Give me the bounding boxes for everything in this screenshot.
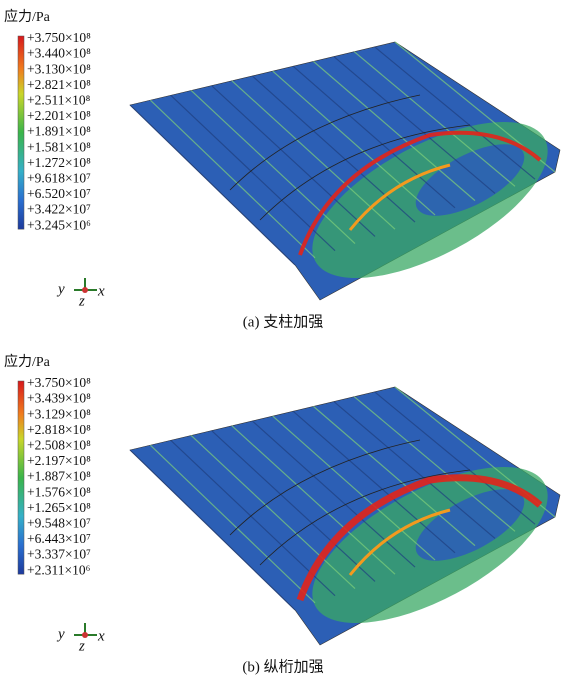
legend-title: 应力/Pa	[4, 8, 51, 25]
legend-label: +2.821×10⁸	[27, 77, 91, 92]
legend-label: +9.618×10⁷	[27, 170, 91, 185]
stringer	[231, 425, 396, 575]
legend-label: +1.576×10⁸	[27, 484, 91, 499]
legend-label: +2.818×10⁸	[27, 422, 91, 437]
axis-x: x	[97, 628, 105, 644]
hot-arc	[296, 474, 543, 602]
stringer	[149, 99, 316, 259]
stringer	[333, 56, 496, 194]
triad-origin	[82, 287, 88, 293]
triad-origin	[82, 632, 88, 638]
legend-label: +3.439×10⁸	[27, 391, 91, 406]
stringer	[170, 94, 336, 252]
legend-label: +2.197×10⁸	[27, 453, 91, 468]
stringer	[170, 439, 336, 597]
frame	[229, 94, 421, 191]
stringer	[272, 70, 436, 216]
stringer	[333, 401, 496, 539]
stringer	[353, 51, 516, 187]
stringer	[129, 449, 296, 611]
axis-y: y	[56, 626, 65, 642]
caption: (b) 纵桁加强	[242, 658, 323, 675]
stringer	[149, 444, 316, 604]
frame	[259, 124, 471, 221]
legend-label: +3.245×10⁶	[27, 217, 91, 232]
stringer	[353, 396, 516, 532]
legend-label: +3.130×10⁸	[27, 61, 91, 76]
legend-label: +1.887×10⁸	[27, 469, 91, 484]
legend-label: +9.548×10⁷	[27, 515, 91, 530]
stringer	[190, 90, 356, 244]
stringer	[211, 85, 376, 237]
legend-label: +3.337×10⁷	[27, 547, 91, 562]
axis-z: z	[78, 638, 85, 654]
stringer	[374, 391, 536, 525]
legend-label: +2.201×10⁸	[27, 108, 91, 123]
hot-arc	[298, 130, 542, 256]
stringer	[292, 65, 456, 209]
axis-y: y	[56, 281, 65, 297]
stringer	[190, 435, 356, 589]
legend-label: +1.272×10⁸	[27, 155, 91, 170]
stringer	[251, 75, 416, 223]
stringer	[231, 80, 396, 230]
stringer	[313, 405, 476, 547]
color-scale	[17, 35, 25, 230]
legend-label: +6.520×10⁷	[27, 186, 91, 201]
legend-label: +3.750×10⁸	[27, 30, 91, 45]
legend-label: +3.129×10⁸	[27, 406, 91, 421]
axis-z: z	[78, 293, 85, 309]
legend-label: +3.422×10⁷	[27, 202, 91, 217]
color-scale	[17, 380, 25, 575]
axis-x: x	[97, 283, 105, 299]
legend-label: +3.440×10⁸	[27, 46, 91, 61]
frame	[259, 469, 471, 566]
legend-label: +2.508×10⁸	[27, 437, 91, 452]
stringer	[272, 415, 436, 561]
legend-label: +1.891×10⁸	[27, 124, 91, 139]
legend-label: +1.265×10⁸	[27, 500, 91, 515]
legend-label: +6.443×10⁷	[27, 531, 91, 546]
contour-plot	[129, 386, 561, 646]
stringer	[251, 420, 416, 568]
stringer	[292, 410, 456, 554]
legend-label: +2.511×10⁸	[27, 92, 91, 107]
contour-plot	[129, 41, 561, 301]
stringer	[211, 430, 376, 582]
legend-label: +2.311×10⁶	[27, 562, 91, 577]
stringer	[374, 46, 536, 180]
hot-arc	[348, 508, 451, 576]
hot-arc	[348, 163, 451, 231]
caption: (a) 支柱加强	[243, 313, 323, 330]
stringer	[313, 60, 476, 202]
legend-label: +1.581×10⁸	[27, 139, 91, 154]
legend-title: 应力/Pa	[4, 353, 51, 370]
frame	[229, 439, 421, 536]
panel: 应力/Pa +3.750×10⁸+3.439×10⁸+3.129×10⁸+2.81…	[4, 353, 561, 675]
stringer	[129, 104, 296, 266]
panel: 应力/Pa +3.750×10⁸+3.440×10⁸+3.130×10⁸+2.82…	[4, 8, 561, 330]
legend-label: +3.750×10⁸	[27, 375, 91, 390]
